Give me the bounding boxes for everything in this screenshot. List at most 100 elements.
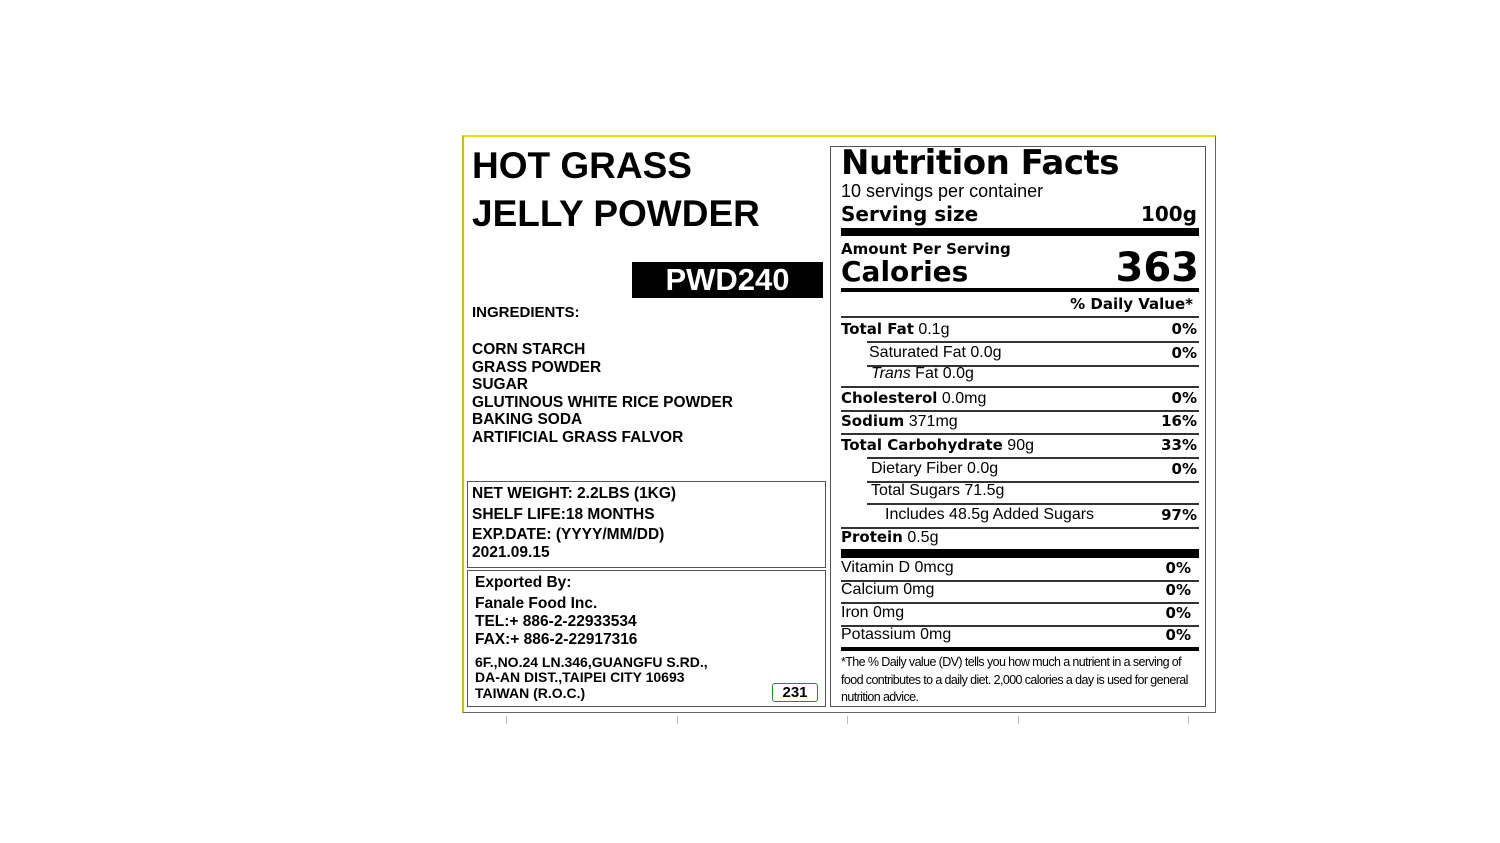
ingredients-label: INGREDIENTS: xyxy=(472,304,580,321)
rule xyxy=(841,625,1199,627)
exporter-box xyxy=(467,570,826,707)
ingredient: ARTIFICIAL GRASS FALVOR xyxy=(472,429,684,446)
rule xyxy=(867,365,1199,367)
tick xyxy=(847,716,848,724)
vitamin-dv: 0% xyxy=(1165,559,1191,577)
serving-size-label: Serving size xyxy=(841,202,979,226)
exporter-line: Exported By: xyxy=(475,574,572,591)
nutrient-row: Total Fat 0.1g xyxy=(841,320,949,339)
vitamin-dv: 0% xyxy=(1165,581,1191,599)
nutrient-name: Total Sugars xyxy=(871,482,960,499)
vitamin-name: Calcium xyxy=(841,581,899,598)
vitamin-row: Potassium 0mg xyxy=(841,626,951,644)
vitamin-amount: 0mg xyxy=(873,604,905,621)
calories: 363 xyxy=(1115,245,1200,291)
daily-value-header: % Daily Value* xyxy=(1070,295,1193,313)
info-box xyxy=(467,481,826,568)
tick xyxy=(677,716,678,724)
rule xyxy=(841,316,1199,318)
nutrient-name: Total Carbohydrate xyxy=(841,436,1003,454)
exporter-line: TEL:+ 886-2-22933534 xyxy=(475,613,637,630)
tick xyxy=(1188,716,1189,724)
vitamin-amount: 0mg xyxy=(903,581,935,598)
thick-bar xyxy=(841,549,1199,558)
nutrient-amount: 0.1g xyxy=(918,321,950,338)
rule xyxy=(841,386,1199,388)
tick xyxy=(1018,716,1019,724)
exporter-line: 6F.,NO.24 LN.346,GUANGFU S.RD., xyxy=(475,654,708,670)
nutrient-amount: 0.5g xyxy=(907,529,939,546)
nutrient-name: Protein xyxy=(841,528,903,546)
product-title: JELLY POWDER xyxy=(472,193,760,234)
nutrient-dv: 0% xyxy=(1171,344,1197,362)
nutrient-dv: 0% xyxy=(1171,320,1197,338)
calories-label: Calories xyxy=(841,255,969,288)
nutrient-row: Includes 48.5g Added Sugars xyxy=(885,506,1094,524)
thick-bar xyxy=(841,228,1199,236)
medium-bar xyxy=(841,647,1199,651)
nutrient-amount: 71.5g xyxy=(964,482,1005,499)
label-border xyxy=(462,135,1216,713)
nutrient-amount: 0.0g xyxy=(942,365,974,382)
nutrient-name: Saturated Fat xyxy=(869,344,966,361)
rule xyxy=(841,602,1199,604)
footnote: *The % Daily value (DV) tells you how mu… xyxy=(841,655,1188,704)
nutrient-name: Sodium xyxy=(841,412,905,430)
vitamin-amount: 0mg xyxy=(920,626,952,643)
rule xyxy=(841,580,1199,582)
medium-bar xyxy=(841,288,1199,292)
nutrition-box xyxy=(830,146,1206,707)
nutrient-italic: Trans xyxy=(871,365,911,382)
nutrient-name: Fat xyxy=(915,365,939,382)
exporter-line: DA-AN DIST.,TAIPEI CITY 10693 xyxy=(475,669,685,685)
ingredient: SUGAR xyxy=(472,376,528,394)
vitamin-row: Vitamin D 0mcg xyxy=(841,559,954,577)
exporter-line: TAIWAN (R.O.C.) xyxy=(475,685,586,701)
nutrient-row: Sodium 371mg xyxy=(841,412,958,431)
amount-per-serving: Amount Per Serving xyxy=(841,240,1011,258)
rule xyxy=(841,433,1199,435)
vitamin-row: Calcium 0mg xyxy=(841,581,934,599)
rule xyxy=(867,341,1199,343)
nutrient-name: Includes 48.5g Added Sugars xyxy=(885,506,1095,523)
vitamin-name: Vitamin D xyxy=(841,559,911,576)
servings: 10 servings per container xyxy=(841,181,1044,201)
info-line: NET WEIGHT: 2.2LBS (1KG) xyxy=(472,485,677,502)
nutrient-dv: 16% xyxy=(1161,412,1197,430)
nutrient-amount: 90g xyxy=(1007,437,1034,454)
vitamin-dv: 0% xyxy=(1165,626,1191,644)
nutrient-name: Total Fat xyxy=(841,320,914,338)
info-line: 2021.09.15 xyxy=(472,544,550,561)
nutrient-name: Dietary Fiber xyxy=(871,460,963,477)
ingredient: GLUTINOUS WHITE RICE POWDER xyxy=(472,393,733,411)
exporter-line: Fanale Food Inc. xyxy=(475,595,598,612)
ingredient: GRASS POWDER xyxy=(472,358,602,376)
nutrient-row: Trans Fat 0.0g xyxy=(871,365,974,383)
nutrient-row: Dietary Fiber 0.0g xyxy=(871,460,998,478)
nutrient-dv: 0% xyxy=(1171,389,1197,407)
badge: 231 xyxy=(772,683,818,702)
nutrient-dv: 33% xyxy=(1161,436,1197,454)
nutrient-row: Cholesterol 0.0mg xyxy=(841,389,986,408)
nutrient-row: Total Sugars 71.5g xyxy=(871,482,1004,500)
nutrient-dv: 0% xyxy=(1171,460,1197,478)
rule xyxy=(841,410,1199,412)
rule xyxy=(867,481,1199,483)
info-line: EXP.DATE: (YYYY/MM/DD) xyxy=(472,526,665,543)
nutrient-dv: 97% xyxy=(1161,506,1197,524)
serving-size: 100g xyxy=(1140,202,1197,226)
vitamin-row: Iron 0mg xyxy=(841,604,904,622)
exporter-line: FAX:+ 886-2-22917316 xyxy=(475,631,638,648)
vitamin-amount: 0mcg xyxy=(914,559,954,576)
vitamin-name: Potassium xyxy=(841,626,916,643)
nutrient-amount: 0.0g xyxy=(970,344,1002,361)
nutrient-row: Saturated Fat 0.0g xyxy=(869,344,1002,362)
nutrient-row: Total Carbohydrate 90g xyxy=(841,436,1034,455)
rule xyxy=(841,527,1199,529)
nutrient-amount: 0.0g xyxy=(967,460,999,477)
info-line: SHELF LIFE:18 MONTHS xyxy=(472,506,655,523)
ingredient: BAKING SODA xyxy=(472,411,583,429)
nutrient-amount: 371mg xyxy=(908,413,958,430)
ingredient: CORN STARCH xyxy=(472,341,586,358)
